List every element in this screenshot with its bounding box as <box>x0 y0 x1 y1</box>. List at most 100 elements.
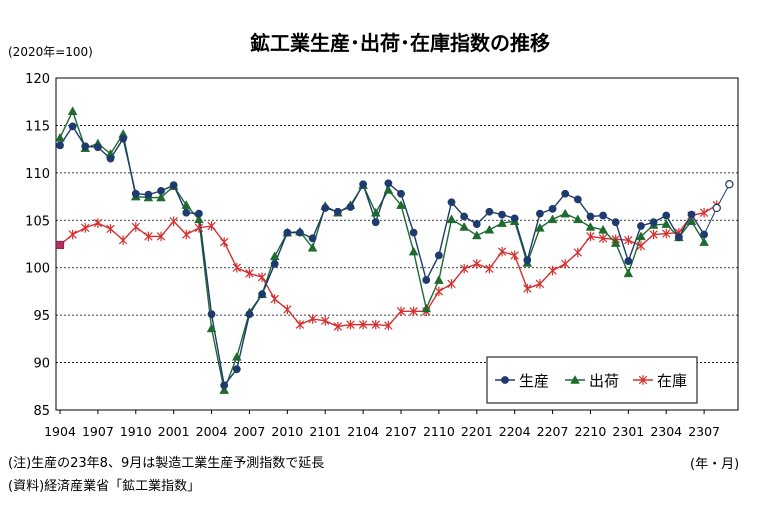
data-point-2 <box>459 263 469 274</box>
data-point-0 <box>586 212 595 221</box>
legend-label: 出荷 <box>589 372 619 390</box>
data-point-1 <box>446 214 457 224</box>
data-point-2 <box>586 231 595 242</box>
data-point-1 <box>307 242 318 252</box>
data-point-2 <box>346 319 355 330</box>
data-point-0 <box>371 218 380 227</box>
data-point-0 <box>611 218 620 227</box>
data-point-1 <box>67 106 78 115</box>
data-point-0 <box>321 204 330 212</box>
data-point-0 <box>207 310 216 319</box>
data-point-0 <box>662 211 671 220</box>
data-point-2 <box>661 228 671 239</box>
data-point-2 <box>232 262 242 273</box>
data-point-0 <box>245 310 254 319</box>
data-point-0 <box>624 257 633 265</box>
data-point-1 <box>547 214 558 224</box>
data-point-2 <box>358 319 368 330</box>
data-point-2 <box>434 286 444 297</box>
x-tick-label: 1910 <box>120 424 152 439</box>
data-point-1 <box>206 323 217 333</box>
data-point-1 <box>434 275 444 284</box>
x-tick-label: 2101 <box>309 424 341 439</box>
data-point-0 <box>144 190 153 199</box>
data-point-0 <box>119 134 128 143</box>
data-point-0 <box>523 256 532 265</box>
data-point-2 <box>523 283 532 294</box>
data-point-0 <box>712 203 721 213</box>
data-point-0 <box>81 142 90 151</box>
data-point-2 <box>169 216 178 227</box>
data-point-1 <box>396 200 406 209</box>
x-tick-label: 2301 <box>612 424 644 439</box>
data-point-1 <box>560 208 571 218</box>
data-point-1 <box>383 185 394 194</box>
data-point-1 <box>55 132 65 142</box>
data-point-1 <box>661 219 672 228</box>
x-axis-ticks: 1904 1907 1910 2001 2004 2007 2010 2101 2104 2107… <box>44 410 720 439</box>
data-point-1 <box>231 351 242 361</box>
data-point-2 <box>118 235 128 246</box>
data-point-2 <box>333 321 343 332</box>
data-point-0 <box>498 210 506 219</box>
data-point-2 <box>560 259 570 269</box>
x-tick-label: 2104 <box>347 424 379 439</box>
data-point-0 <box>536 209 544 218</box>
data-point-1 <box>408 246 419 256</box>
x-tick-label: 2010 <box>271 424 303 439</box>
data-point-0 <box>195 209 203 218</box>
data-point-0 <box>561 189 570 198</box>
data-point-0 <box>296 228 304 237</box>
data-point-0 <box>56 141 64 150</box>
data-point-2 <box>93 218 103 228</box>
x-axis-label: (年・月) <box>690 457 740 472</box>
data-point-2 <box>649 229 658 240</box>
data-point-0 <box>447 198 456 207</box>
y-tick-label: 85 <box>33 404 50 419</box>
data-point-2 <box>106 224 115 234</box>
data-point-2 <box>485 263 494 274</box>
data-point-1 <box>421 303 432 313</box>
series-line-0 <box>59 125 705 388</box>
x-tick-label: 2001 <box>158 424 190 439</box>
data-point-2 <box>510 250 519 261</box>
y-tick-label: 100 <box>25 262 50 277</box>
data-point-2 <box>384 320 393 331</box>
data-point-0 <box>232 365 241 374</box>
data-point-1 <box>598 224 608 234</box>
data-point-0 <box>270 260 279 268</box>
note-1: (注)生産の23年8、9月は製造工業生産予測指数で延長 <box>8 456 325 471</box>
data-point-1 <box>181 200 192 209</box>
data-point-2 <box>320 316 330 326</box>
data-point-0 <box>434 251 443 260</box>
data-point-1 <box>585 222 596 231</box>
data-point-0 <box>258 290 266 299</box>
data-point-1 <box>699 237 709 246</box>
x-tick-label: 2004 <box>196 424 228 439</box>
data-point-0 <box>674 233 683 242</box>
data-point-0 <box>510 214 519 223</box>
x-tick-label: 1907 <box>82 424 114 439</box>
legend-swatch-marker <box>570 375 580 384</box>
legend-label: 在庫 <box>657 372 687 390</box>
y-tick-label: 115 <box>25 119 50 134</box>
data-point-1 <box>156 192 166 202</box>
data-point-2 <box>144 231 153 242</box>
data-point-0 <box>422 276 431 284</box>
data-point-0 <box>460 212 469 221</box>
y-tick-label: 90 <box>33 357 50 372</box>
data-point-2 <box>194 223 204 233</box>
y-tick-label: 95 <box>33 309 50 324</box>
data-point-0 <box>599 211 607 220</box>
data-point-2 <box>257 272 267 282</box>
data-point-1 <box>636 231 646 241</box>
data-point-2 <box>447 279 456 289</box>
data-point-2 <box>308 314 317 324</box>
data-point-2 <box>371 319 380 330</box>
data-point-2 <box>81 223 90 233</box>
data-point-2 <box>270 294 279 304</box>
data-point-1 <box>686 216 697 226</box>
data-point-2 <box>497 246 507 257</box>
